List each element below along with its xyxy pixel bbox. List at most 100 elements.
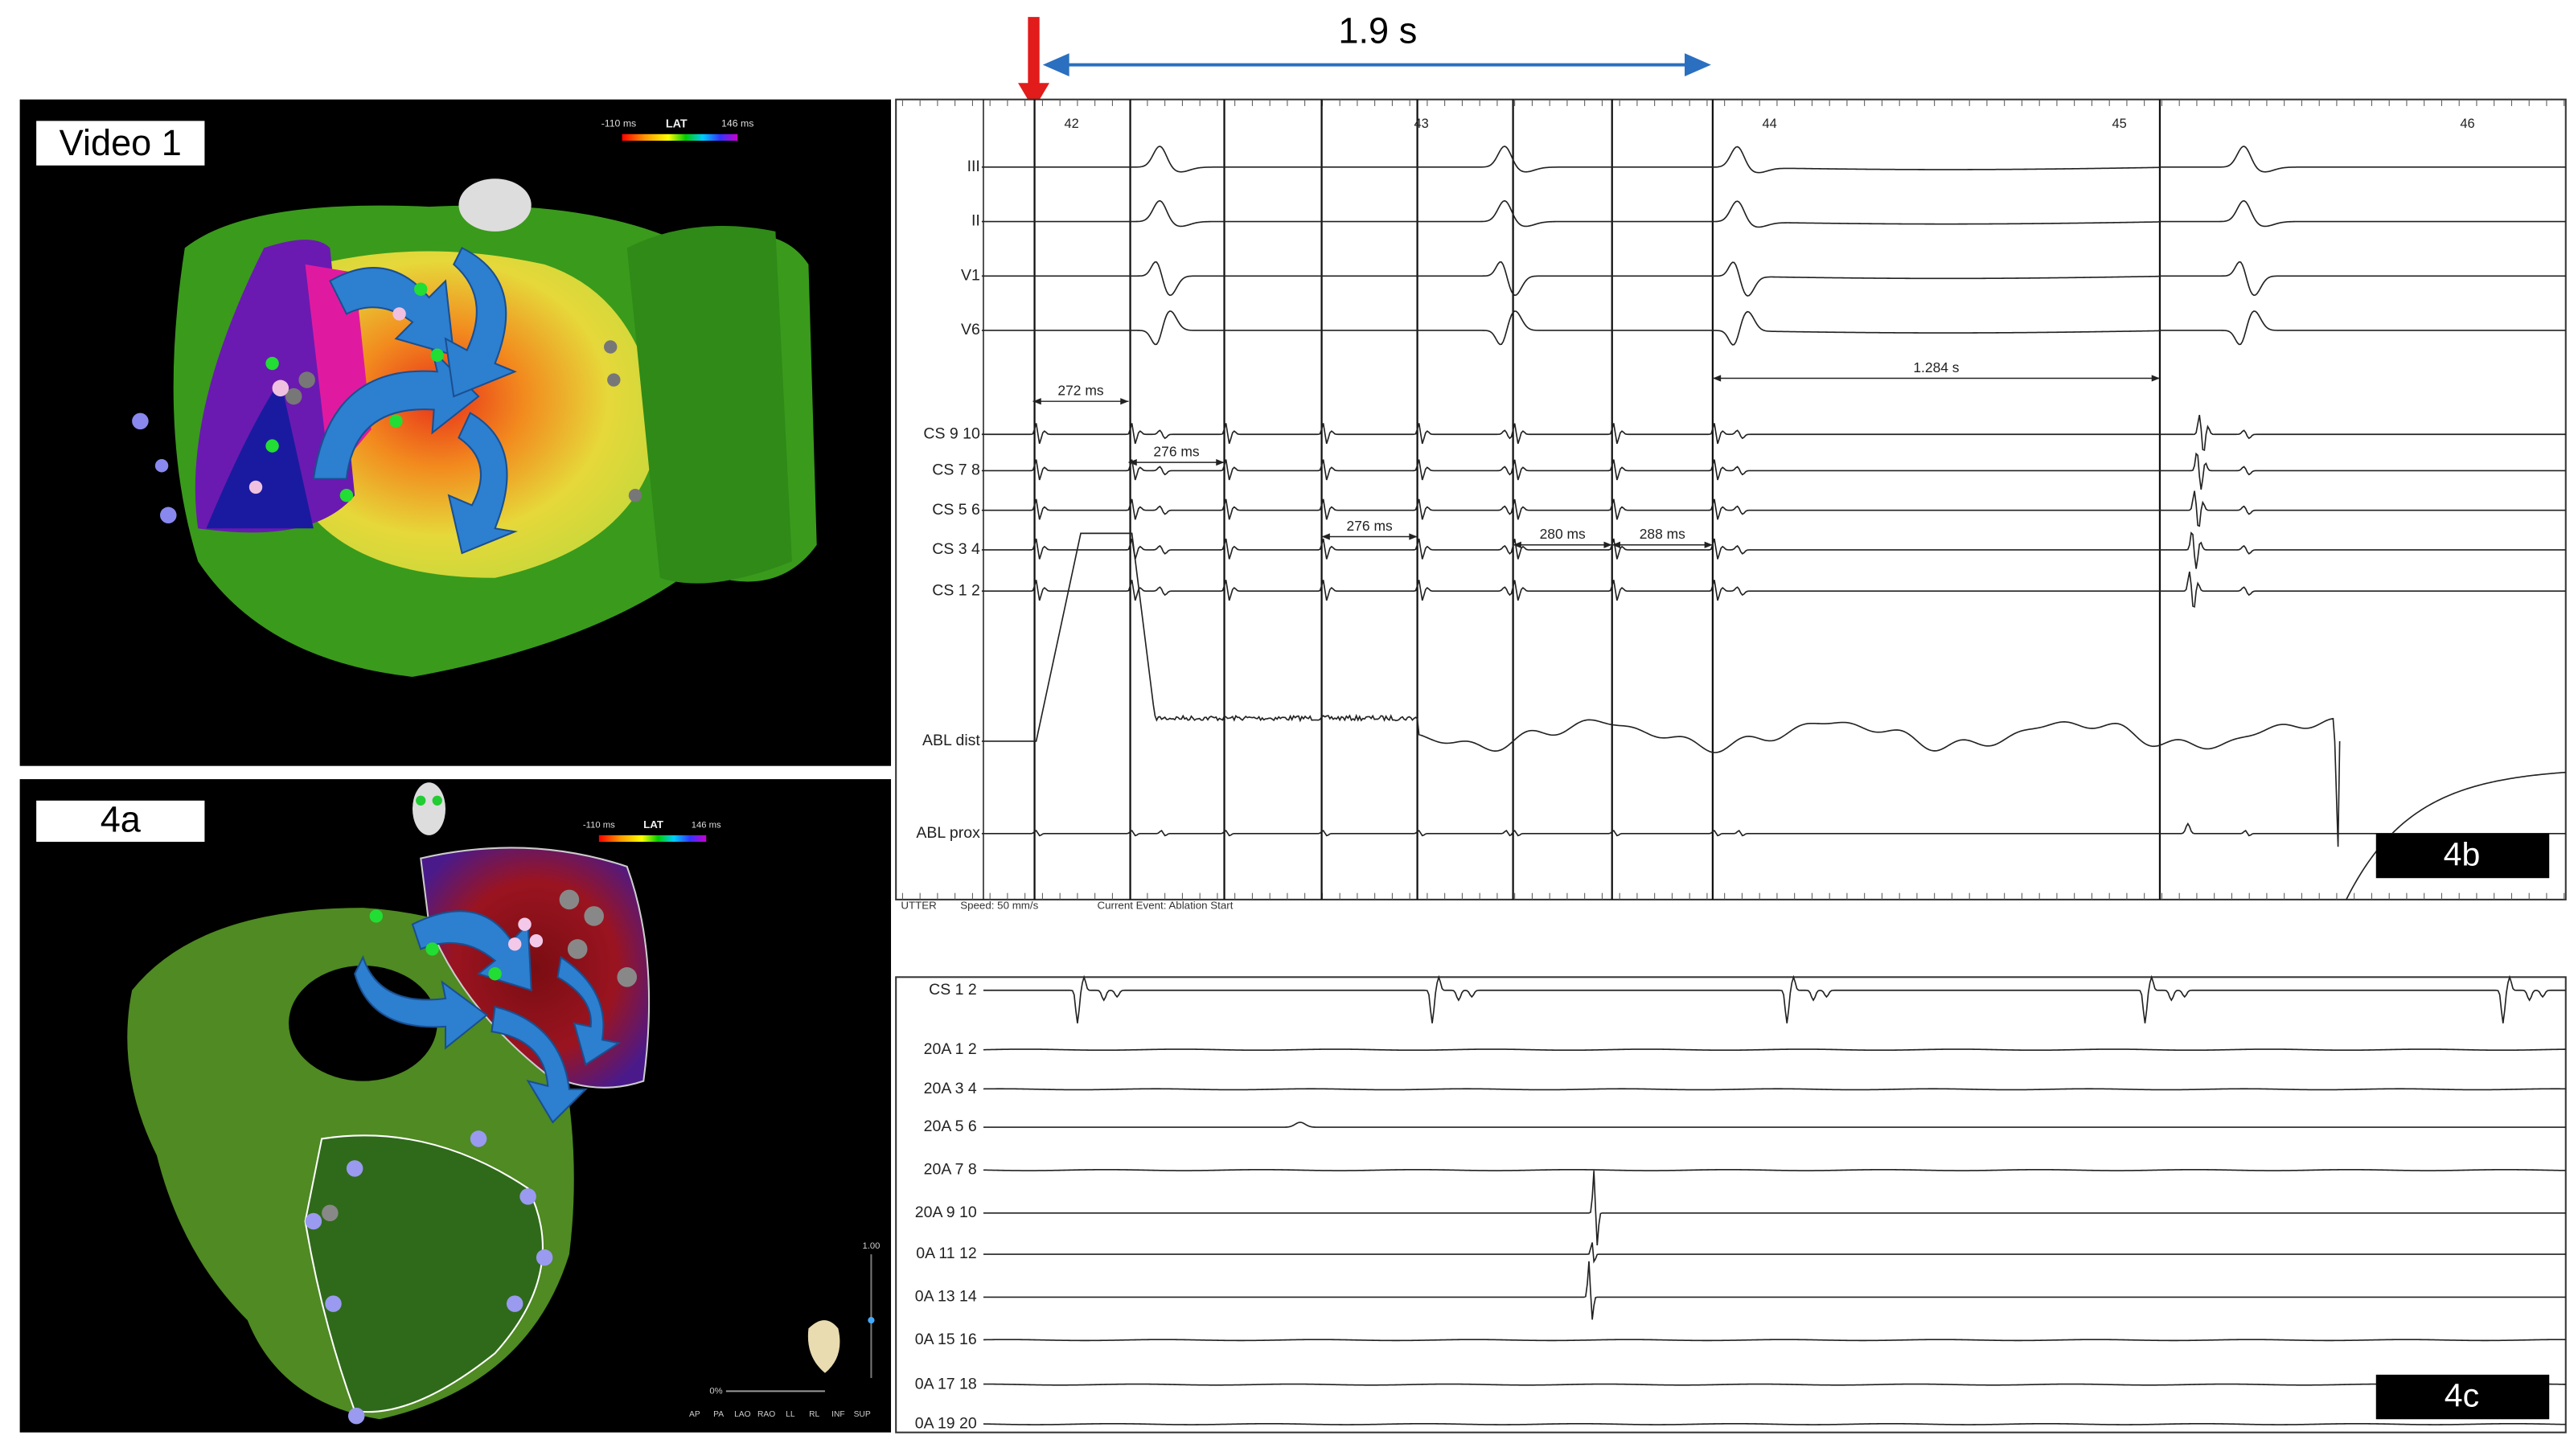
trace	[981, 571, 2566, 608]
panel-label: Video 1	[60, 122, 182, 163]
trace	[981, 414, 2566, 451]
view-buttons: AP PA LAO RAO LL RL INF SUP	[689, 1410, 871, 1419]
trace	[981, 490, 2566, 527]
ablation-points	[322, 889, 638, 1222]
trace	[981, 199, 2566, 228]
channel-label: CS 5 6	[932, 501, 980, 519]
orientation-heart	[807, 1320, 840, 1373]
ablation-start-marker	[1018, 83, 1050, 110]
label-box	[2375, 833, 2550, 879]
view-label: RAO	[757, 1410, 775, 1419]
ablation-points	[507, 917, 544, 951]
label-box	[36, 121, 205, 166]
time-mark: 44	[1762, 117, 1776, 131]
trace	[983, 1261, 2566, 1320]
interval-label: 1.9 s	[1338, 10, 1417, 51]
trace	[981, 531, 2566, 569]
view-label: SUP	[854, 1410, 871, 1419]
channel-label: 20A 9 10	[915, 1204, 977, 1221]
slider-value: 1.00	[862, 1241, 880, 1251]
footer-text: Speed: 50 mm/s	[960, 900, 1038, 912]
scale-name: LAT	[643, 818, 663, 831]
trace	[983, 1168, 2566, 1171]
view-label: AP	[689, 1410, 700, 1419]
channel-label: II	[971, 212, 980, 230]
channel-label: 0A 19 20	[915, 1415, 977, 1433]
trace	[981, 822, 2566, 837]
pv-cap	[206, 379, 314, 529]
scale-max: 146 ms	[692, 821, 721, 831]
time-mark: 45	[2112, 117, 2126, 131]
trace	[981, 260, 2566, 297]
view-label: PA	[713, 1410, 724, 1419]
footer-text: UTTER	[901, 900, 936, 912]
scale-max: 146 ms	[721, 118, 753, 129]
egm-panel	[895, 976, 2567, 1433]
color-scale	[598, 835, 707, 843]
channel-label: 20A 5 6	[924, 1118, 977, 1135]
channel-label: ABL dist	[922, 732, 980, 749]
channel-label: V1	[961, 266, 980, 284]
channel-label: CS 1 2	[932, 581, 980, 599]
interval-label: 280 ms	[1540, 526, 1586, 542]
scale-min: -110 ms	[601, 118, 637, 129]
opening	[289, 965, 437, 1081]
ablation-points	[305, 1130, 553, 1425]
footer-text: Current Event: Ablation Start	[1098, 900, 1234, 912]
trace	[983, 1422, 2566, 1425]
panel-label: 4c	[2445, 1376, 2479, 1413]
view-label: LAO	[734, 1410, 751, 1419]
channel-label: 0A 13 14	[915, 1288, 977, 1306]
trace	[983, 1242, 2566, 1264]
propagation-arrows	[312, 247, 518, 555]
channel-label: 0A 15 16	[915, 1331, 977, 1348]
interval-label: 272 ms	[1057, 383, 1103, 399]
trace	[983, 1122, 2566, 1128]
egm-traces: CS 1 2 20A 1 2 20A 3 4 20A 5 6 20A 7 8 20A 9 …	[915, 974, 2566, 1433]
ablation-points	[132, 412, 177, 524]
channel-label: III	[967, 158, 980, 175]
trace	[981, 532, 2341, 847]
scale-min: -110 ms	[583, 821, 615, 831]
channel-label: 20A 3 4	[924, 1080, 977, 1097]
ablation-points	[369, 909, 502, 981]
channel-label: V6	[961, 321, 980, 338]
panel-label: 4a	[101, 798, 142, 839]
channel-label: CS 3 4	[932, 540, 980, 558]
channel-label: 0A 17 18	[915, 1375, 977, 1392]
channel-label: 0A 11 12	[916, 1245, 976, 1262]
interval-label: 276 ms	[1347, 518, 1393, 534]
channel-label: ABL prox	[916, 824, 980, 842]
region-outline	[304, 1134, 544, 1413]
ablation-points	[285, 340, 642, 502]
trace	[981, 310, 2566, 346]
marker	[458, 178, 532, 232]
time-mark: 43	[1414, 117, 1428, 131]
channel-label: CS 1 2	[929, 981, 977, 999]
zoom-value: 0%	[709, 1386, 722, 1396]
trace	[983, 974, 2566, 1023]
time-mark: 42	[1064, 117, 1078, 131]
ablation-points	[265, 282, 444, 502]
time-mark: 46	[2460, 117, 2474, 131]
view-label: INF	[831, 1410, 845, 1419]
trace	[983, 1339, 2566, 1342]
interval-label: 276 ms	[1153, 443, 1199, 459]
channel-label: CS 7 8	[932, 461, 980, 479]
channel-label: 20A 7 8	[924, 1161, 977, 1179]
trace	[983, 1383, 2566, 1386]
atrium-shell	[626, 226, 792, 584]
interval-label: 288 ms	[1640, 526, 1685, 542]
label-box	[2375, 1374, 2550, 1420]
scale-name: LAT	[666, 117, 688, 130]
trace	[983, 1048, 2566, 1052]
trace	[981, 452, 2566, 490]
propagation-arrows	[354, 910, 622, 1124]
marker	[412, 782, 446, 835]
view-label: LL	[786, 1410, 795, 1419]
trace	[983, 1171, 2566, 1245]
interval-label: 1.284 s	[1913, 359, 1959, 375]
ablation-start-marker	[1028, 17, 1040, 87]
label-box	[36, 800, 205, 843]
